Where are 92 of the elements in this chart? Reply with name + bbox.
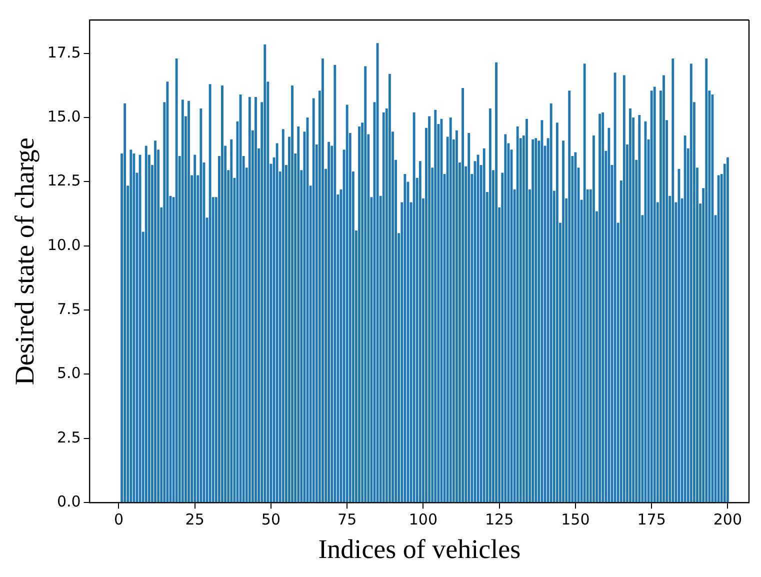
bar bbox=[322, 58, 324, 502]
bar bbox=[629, 108, 632, 502]
x-tick-label: 50 bbox=[261, 510, 281, 528]
bar bbox=[650, 90, 653, 502]
bar bbox=[264, 44, 266, 502]
bar bbox=[181, 100, 184, 502]
bar bbox=[175, 58, 178, 502]
y-axis-title: Desired state of charge bbox=[9, 137, 40, 386]
y-tick-label: 15.0 bbox=[47, 107, 81, 126]
x-tick-label: 175 bbox=[637, 510, 666, 528]
bar bbox=[138, 154, 142, 502]
bar bbox=[583, 64, 586, 502]
y-tick-label: 5.0 bbox=[56, 364, 81, 382]
bar bbox=[428, 116, 431, 502]
y-tick-label: 0.0 bbox=[56, 492, 81, 510]
bar bbox=[449, 118, 452, 502]
bar bbox=[154, 140, 156, 502]
bar bbox=[276, 143, 278, 502]
bar bbox=[297, 126, 300, 502]
bar bbox=[130, 150, 132, 502]
bar bbox=[364, 66, 367, 502]
bar bbox=[188, 100, 190, 502]
x-axis-title: Indices of vehicles bbox=[318, 534, 521, 564]
bar bbox=[376, 43, 379, 502]
bar bbox=[388, 74, 391, 502]
y-tick-label: 7.5 bbox=[56, 300, 81, 318]
bar bbox=[495, 62, 498, 502]
x-tick-label: 0 bbox=[114, 510, 124, 528]
x-tick-label: 150 bbox=[561, 510, 590, 528]
y-tick-label: 17.5 bbox=[47, 43, 81, 62]
bar bbox=[602, 112, 604, 502]
bar bbox=[468, 132, 470, 502]
bar bbox=[568, 90, 571, 502]
bar bbox=[124, 103, 126, 502]
bar bbox=[705, 58, 708, 502]
bar bbox=[488, 108, 492, 502]
bar bbox=[592, 136, 595, 502]
bar bbox=[562, 140, 564, 502]
bar bbox=[662, 75, 665, 502]
bar bbox=[208, 84, 212, 502]
bar bbox=[711, 94, 714, 502]
bar bbox=[254, 97, 257, 502]
bar bbox=[291, 85, 294, 502]
bar bbox=[412, 112, 416, 502]
bar bbox=[534, 138, 538, 502]
bar bbox=[221, 85, 224, 502]
bar bbox=[672, 58, 674, 502]
bar bbox=[328, 142, 330, 502]
bar bbox=[346, 104, 348, 502]
bar bbox=[230, 139, 233, 502]
bar bbox=[516, 126, 519, 502]
bar bbox=[434, 110, 437, 502]
bar bbox=[404, 174, 406, 502]
y-tick-label: 10.0 bbox=[47, 236, 81, 254]
bar bbox=[132, 153, 136, 502]
y-tick-label: 2.5 bbox=[56, 428, 81, 446]
bar bbox=[717, 175, 720, 502]
x-tick-label: 75 bbox=[338, 510, 357, 528]
bar bbox=[455, 130, 458, 502]
bar bbox=[462, 88, 464, 502]
bar bbox=[194, 154, 196, 502]
bar bbox=[532, 139, 534, 502]
bar bbox=[726, 157, 729, 502]
bar bbox=[482, 148, 486, 502]
bar bbox=[622, 75, 626, 502]
bar bbox=[166, 82, 169, 502]
bar bbox=[550, 103, 552, 502]
bar bbox=[690, 64, 692, 502]
bar bbox=[334, 64, 336, 502]
bar bbox=[200, 108, 202, 502]
bar bbox=[282, 129, 284, 502]
bar bbox=[598, 114, 602, 502]
bar bbox=[540, 120, 544, 502]
y-tick-label: 12.5 bbox=[47, 172, 81, 190]
bar bbox=[312, 98, 315, 502]
bar bbox=[638, 114, 641, 502]
bar bbox=[574, 152, 577, 502]
bar bbox=[504, 134, 507, 502]
x-tick-label: 100 bbox=[408, 510, 438, 528]
bar bbox=[382, 112, 385, 502]
bar bbox=[684, 136, 686, 502]
bar bbox=[418, 161, 422, 502]
bar bbox=[526, 118, 528, 502]
bar bbox=[608, 128, 610, 502]
x-tick-label: 125 bbox=[485, 510, 514, 528]
bar bbox=[556, 122, 558, 502]
x-tick-label: 200 bbox=[713, 510, 742, 528]
bar bbox=[358, 126, 360, 502]
bar bbox=[653, 86, 656, 502]
bar bbox=[144, 146, 148, 502]
x-tick-label: 25 bbox=[185, 510, 204, 528]
bar bbox=[248, 97, 251, 502]
